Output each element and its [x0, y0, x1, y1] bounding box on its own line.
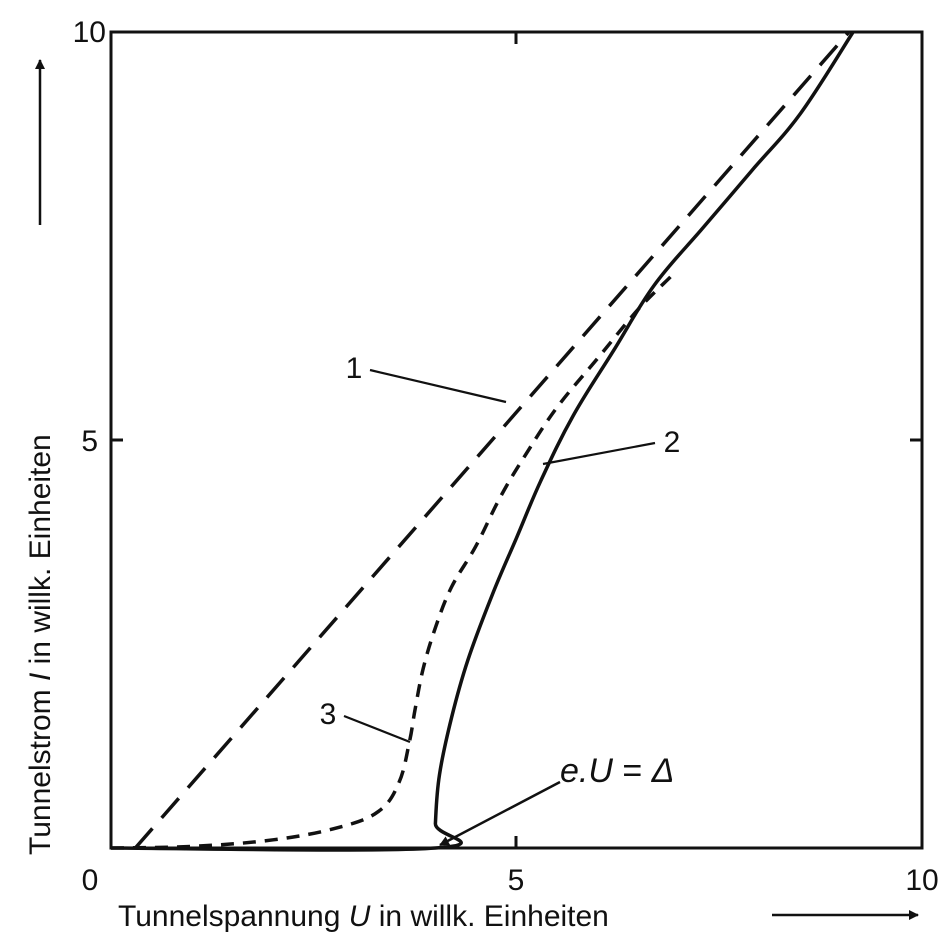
- y-tick-label-5: 5: [81, 425, 98, 458]
- curve-label-1: 1: [346, 352, 363, 385]
- series-line-1: [133, 30, 851, 850]
- y-axis-label: Tunnelstrom I in willk. Einheiten: [24, 434, 57, 855]
- series-layer: [110, 30, 855, 852]
- x-axis-label-part1: Tunnelspannung: [118, 900, 349, 933]
- leader-line-1: [369, 368, 507, 404]
- x-axis-label: Tunnelspannung U in willk. Einheiten: [118, 900, 609, 933]
- gap-annotation-eu: e.U: [560, 752, 613, 790]
- leader-line-3: [343, 714, 411, 744]
- curve-label-1-group: 1: [346, 352, 507, 404]
- gap-annotation-text: e.U = Δ: [560, 752, 674, 790]
- tick-marks: [111, 32, 922, 848]
- plot-frame: [109, 30, 924, 850]
- x-tick-label-0: 0: [82, 864, 99, 897]
- curve-label-3: 3: [320, 698, 337, 731]
- x-tick-label-5: 5: [508, 864, 525, 897]
- x-axis-label-part2: in willk. Einheiten: [370, 900, 608, 933]
- y-axis-label-part1: Tunnelstrom: [24, 681, 57, 855]
- y-axis-label-part2: in willk. Einheiten: [24, 434, 57, 672]
- x-tick-label-10: 10: [905, 864, 938, 897]
- curve-label-2-group: 2: [542, 426, 681, 466]
- x-axis-label-var: U: [349, 900, 371, 933]
- leader-line-2: [542, 441, 656, 466]
- curve-label-3-group: 3: [320, 698, 411, 744]
- gap-annotation-arrow: [439, 780, 561, 847]
- gap-annotation-eq: =: [613, 752, 652, 790]
- gap-annotation-delta: Δ: [651, 752, 675, 790]
- y-axis-label-var: I: [24, 673, 57, 681]
- gap-annotation: e.U = Δ: [439, 752, 674, 847]
- y-tick-label-10: 10: [73, 16, 106, 49]
- curve-label-2: 2: [664, 426, 681, 459]
